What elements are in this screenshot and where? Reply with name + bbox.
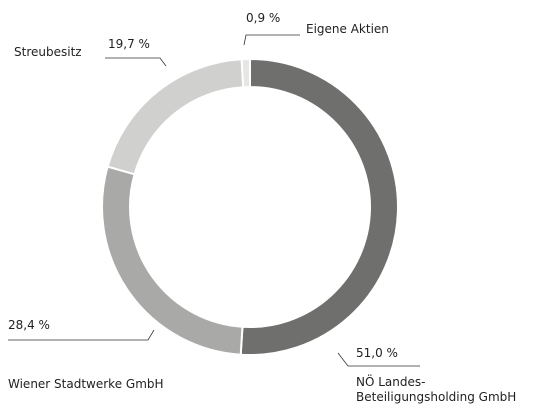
- value-label: 28,4 %: [8, 318, 50, 332]
- value-label: 51,0 %: [356, 346, 398, 360]
- leader-line: [105, 57, 167, 67]
- category-label: Eigene Aktien: [306, 22, 389, 36]
- leader-line: [8, 329, 155, 341]
- leader-line: [243, 34, 300, 46]
- category-label: Wiener Stadtwerke GmbH: [8, 377, 164, 391]
- value-label: 0,9 %: [246, 11, 281, 25]
- value-label: 19,7 %: [108, 37, 150, 51]
- donut-segment: [106, 58, 245, 176]
- category-label: Streubesitz: [14, 45, 82, 59]
- leader-lines: [8, 34, 420, 367]
- category-label: NÖ Landes- Beteiligungsholding GmbH: [356, 375, 517, 404]
- donut-segment: [239, 57, 399, 356]
- leader-line: [337, 352, 420, 367]
- donut-segment: [101, 165, 244, 356]
- donut-segment: [240, 57, 251, 89]
